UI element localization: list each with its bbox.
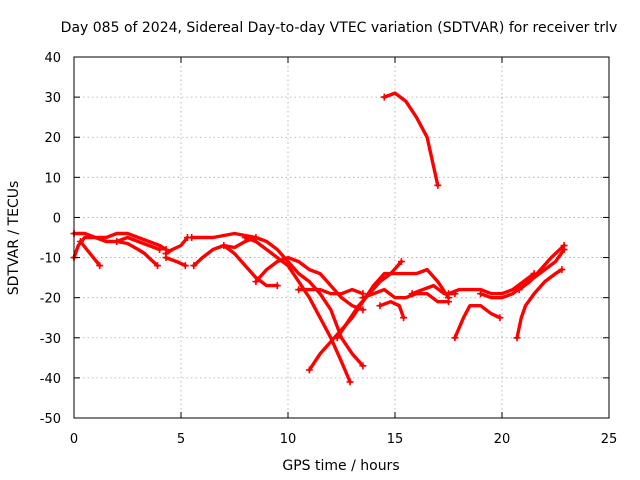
- y-tick-label: -30: [40, 332, 61, 347]
- series-line: [361, 287, 451, 304]
- series-line: [72, 231, 168, 252]
- series-line: [517, 243, 566, 292]
- y-tick-label: -40: [40, 372, 61, 387]
- plus-marker: [76, 238, 84, 246]
- x-axis-title: GPS time / hours: [282, 458, 399, 474]
- series-line: [378, 300, 406, 320]
- data-series-s16: [376, 300, 408, 322]
- plus-marker: [346, 378, 354, 386]
- series-line: [515, 267, 564, 340]
- plus-marker: [397, 258, 405, 266]
- plus-marker: [181, 262, 189, 270]
- x-tick-label: 5: [177, 432, 185, 447]
- plus-marker: [359, 294, 367, 302]
- series-line: [222, 243, 279, 288]
- series-line: [243, 235, 352, 384]
- plus-marker: [241, 234, 249, 241]
- plus-marker: [96, 262, 104, 270]
- plus-marker: [400, 314, 408, 322]
- plus-marker: [445, 290, 452, 298]
- y-axis-title: SDTVAR / TECUs: [6, 181, 22, 296]
- plus-marker: [445, 298, 452, 306]
- y-tick-label: 40: [44, 51, 61, 66]
- y-tick-label: 10: [44, 171, 61, 186]
- plus-marker: [560, 242, 568, 250]
- series-line: [254, 255, 365, 312]
- series-line: [115, 239, 160, 268]
- plus-marker: [305, 366, 313, 374]
- chart-title: Day 085 of 2024, Sidereal Day-to-day VTE…: [61, 20, 618, 36]
- data-series-s4: [113, 238, 161, 270]
- plus-marker: [153, 262, 161, 270]
- data-series-s23: [515, 242, 568, 294]
- data-series-s3: [76, 238, 104, 270]
- y-axis-ticks: -50 -40 -30 -20 -10 0 10 20 30 40: [40, 51, 609, 427]
- data-series-s6: [162, 254, 189, 270]
- plus-marker: [408, 290, 416, 298]
- y-tick-label: 30: [44, 91, 61, 106]
- series-line: [164, 255, 187, 268]
- series-line: [307, 267, 451, 372]
- data-series-group: [70, 91, 568, 386]
- y-tick-label: -50: [40, 412, 61, 427]
- plus-marker: [496, 314, 504, 322]
- plus-marker: [434, 181, 442, 189]
- plus-marker: [359, 306, 367, 314]
- series-line: [297, 287, 365, 296]
- x-tick-label: 25: [601, 432, 618, 447]
- plus-marker: [295, 286, 303, 294]
- plus-marker: [188, 234, 196, 241]
- data-series-s10: [241, 234, 354, 386]
- plus-marker: [252, 278, 260, 286]
- data-series-s18: [380, 91, 442, 189]
- data-series-s19: [451, 304, 504, 342]
- plus-marker: [359, 362, 367, 370]
- plus-marker: [513, 334, 521, 342]
- series-line: [446, 271, 536, 296]
- plus-marker: [162, 254, 170, 262]
- series-line: [382, 91, 440, 188]
- x-tick-label: 10: [280, 432, 297, 447]
- data-series-s9: [220, 242, 281, 290]
- series-line: [453, 304, 502, 340]
- plus-marker: [477, 290, 485, 298]
- y-tick-label: -10: [40, 252, 61, 267]
- plus-marker: [558, 266, 566, 274]
- plus-marker: [451, 334, 459, 342]
- x-axis-ticks: 0 5 10 15 20 25: [70, 57, 617, 447]
- axes-group: [73, 56, 610, 419]
- series-line: [164, 235, 190, 256]
- plus-marker: [220, 242, 228, 250]
- plus-marker: [515, 286, 523, 294]
- data-series-s15: [359, 287, 452, 306]
- plot-frame: [73, 56, 610, 419]
- y-tick-label: -20: [40, 292, 61, 307]
- x-tick-label: 0: [70, 432, 78, 447]
- series-line: [78, 239, 102, 268]
- plus-marker: [113, 238, 121, 246]
- x-tick-label: 20: [494, 432, 511, 447]
- plus-marker: [376, 302, 384, 310]
- data-series-s22: [513, 266, 566, 342]
- x-tick-label: 15: [387, 432, 404, 447]
- plus-marker: [273, 282, 281, 290]
- y-tick-label: 0: [53, 211, 61, 226]
- data-series-s11: [252, 255, 367, 314]
- plus-marker: [333, 334, 341, 342]
- plus-marker: [380, 93, 388, 101]
- plus-marker: [190, 262, 198, 270]
- y-tick-label: 20: [44, 131, 61, 146]
